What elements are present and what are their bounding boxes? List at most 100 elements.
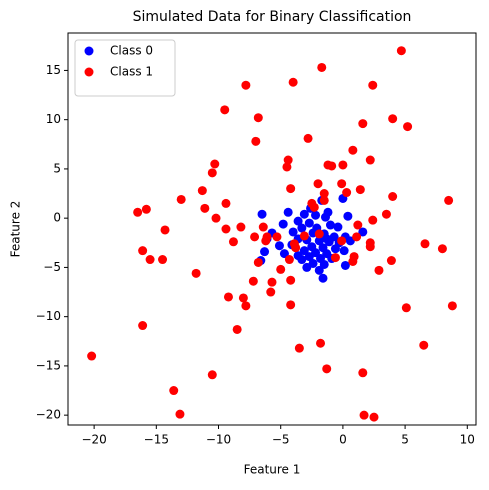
point bbox=[250, 232, 260, 242]
point bbox=[210, 159, 220, 169]
point bbox=[223, 292, 233, 302]
y-tick-label: 0 bbox=[53, 211, 61, 225]
point bbox=[251, 136, 261, 146]
point bbox=[322, 364, 332, 374]
point bbox=[318, 273, 328, 283]
point bbox=[248, 276, 258, 286]
point bbox=[220, 105, 230, 115]
point bbox=[403, 122, 413, 132]
point bbox=[327, 161, 337, 171]
point bbox=[419, 340, 429, 350]
point bbox=[303, 133, 313, 143]
point bbox=[145, 255, 155, 265]
point bbox=[319, 189, 329, 199]
point bbox=[291, 243, 301, 253]
point bbox=[278, 219, 288, 229]
point bbox=[169, 386, 179, 396]
point bbox=[339, 246, 349, 256]
point bbox=[401, 303, 411, 313]
point bbox=[388, 114, 398, 124]
point bbox=[299, 246, 309, 256]
point bbox=[221, 224, 231, 234]
point bbox=[365, 155, 375, 165]
point bbox=[348, 257, 358, 267]
point bbox=[286, 300, 296, 310]
point bbox=[330, 244, 340, 254]
chart-title: Simulated Data for Binary Classification bbox=[133, 9, 412, 25]
point bbox=[158, 255, 168, 265]
point bbox=[368, 80, 378, 90]
point bbox=[420, 239, 430, 249]
point bbox=[267, 277, 277, 287]
point bbox=[236, 222, 246, 232]
point bbox=[176, 194, 186, 204]
point bbox=[272, 232, 282, 242]
point bbox=[253, 113, 263, 123]
point bbox=[266, 287, 276, 297]
point bbox=[355, 185, 365, 195]
point bbox=[368, 215, 378, 225]
point bbox=[359, 410, 369, 420]
point bbox=[294, 343, 304, 353]
point bbox=[317, 62, 327, 72]
point bbox=[133, 207, 143, 217]
point bbox=[353, 220, 363, 230]
point bbox=[288, 227, 298, 237]
point bbox=[228, 237, 238, 247]
point bbox=[138, 246, 148, 256]
point bbox=[283, 207, 293, 217]
y-tick-label: 10 bbox=[46, 112, 61, 126]
point bbox=[319, 195, 329, 205]
point bbox=[241, 80, 251, 90]
point bbox=[320, 212, 330, 222]
point bbox=[299, 231, 309, 241]
point bbox=[276, 264, 286, 274]
x-tick-label: −10 bbox=[206, 433, 231, 447]
point bbox=[338, 160, 348, 170]
point bbox=[297, 255, 307, 265]
y-tick-label: −20 bbox=[36, 408, 61, 422]
point bbox=[293, 216, 303, 226]
point bbox=[297, 223, 307, 233]
legend-marker bbox=[84, 67, 94, 77]
point bbox=[386, 256, 396, 266]
x-tick-label: −20 bbox=[81, 433, 106, 447]
point bbox=[160, 225, 170, 235]
point bbox=[138, 321, 148, 331]
y-tick-label: −10 bbox=[36, 309, 61, 323]
point bbox=[314, 236, 324, 246]
point bbox=[197, 186, 207, 196]
x-tick-label: 10 bbox=[460, 433, 475, 447]
point bbox=[299, 209, 309, 219]
point bbox=[358, 368, 368, 378]
point bbox=[200, 203, 210, 213]
point bbox=[282, 162, 292, 172]
point bbox=[311, 210, 321, 220]
point bbox=[261, 236, 271, 246]
point bbox=[238, 293, 248, 303]
point bbox=[337, 179, 347, 189]
point bbox=[260, 247, 270, 257]
plot-frame bbox=[67, 32, 477, 426]
point bbox=[322, 234, 332, 244]
point bbox=[437, 244, 447, 254]
point bbox=[284, 255, 294, 265]
point bbox=[258, 222, 268, 232]
point bbox=[175, 409, 185, 419]
point bbox=[87, 351, 97, 361]
point bbox=[447, 301, 457, 311]
point bbox=[221, 198, 231, 208]
point bbox=[374, 265, 384, 275]
point bbox=[283, 155, 293, 165]
point bbox=[358, 227, 368, 237]
x-tick-label: −15 bbox=[144, 433, 169, 447]
x-tick-label: 0 bbox=[339, 433, 347, 447]
point bbox=[388, 191, 398, 201]
point bbox=[141, 204, 151, 214]
point bbox=[253, 257, 263, 267]
y-tick-label: 5 bbox=[53, 161, 61, 175]
y-axis-label: Feature 2 bbox=[9, 201, 23, 258]
point bbox=[348, 145, 358, 155]
point bbox=[304, 218, 314, 228]
x-axis-label: Feature 1 bbox=[244, 463, 301, 477]
